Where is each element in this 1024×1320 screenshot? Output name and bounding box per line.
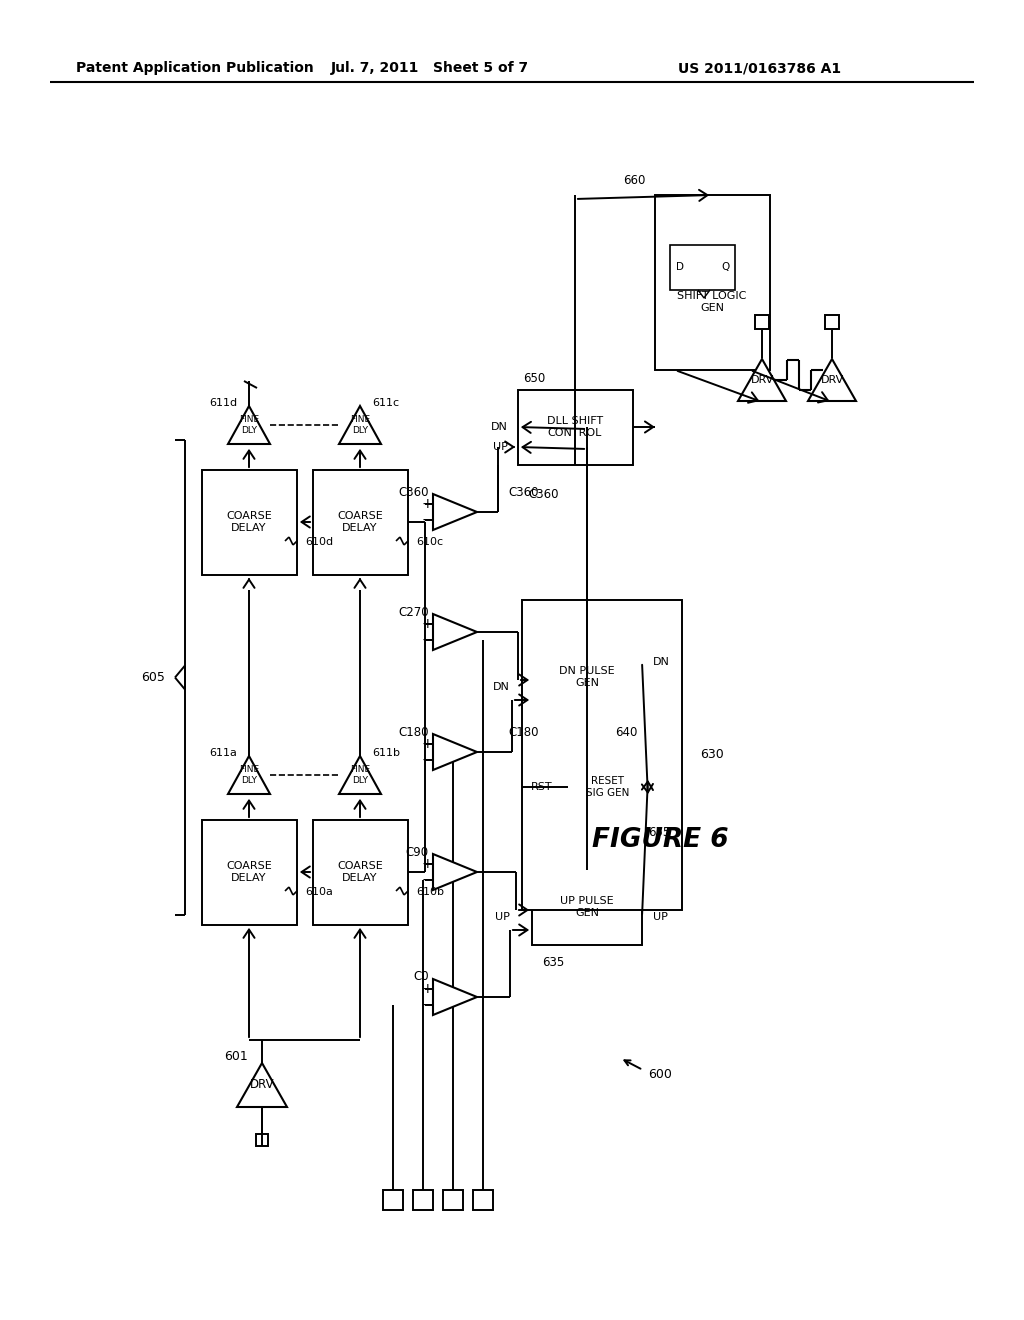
Polygon shape bbox=[237, 1063, 287, 1107]
Text: 655: 655 bbox=[648, 826, 670, 840]
Text: 610a: 610a bbox=[305, 887, 333, 898]
Text: 610b: 610b bbox=[416, 887, 444, 898]
Text: +: + bbox=[421, 498, 433, 511]
Polygon shape bbox=[433, 854, 477, 890]
Text: COARSE
DELAY: COARSE DELAY bbox=[337, 861, 383, 883]
Text: RST: RST bbox=[531, 781, 553, 792]
Bar bbox=[383, 1191, 403, 1210]
Text: +: + bbox=[421, 616, 433, 631]
Text: DN: DN bbox=[494, 682, 510, 692]
Polygon shape bbox=[808, 359, 856, 401]
Text: FIGURE 6: FIGURE 6 bbox=[592, 828, 728, 853]
Text: UP PULSE
GEN: UP PULSE GEN bbox=[560, 896, 613, 917]
Text: C360: C360 bbox=[398, 486, 429, 499]
Text: FINE
DLY: FINE DLY bbox=[350, 766, 370, 784]
Bar bbox=[825, 315, 839, 329]
Bar bbox=[313, 820, 408, 925]
Bar bbox=[532, 870, 642, 945]
Text: 610d: 610d bbox=[305, 537, 333, 546]
Text: C360: C360 bbox=[528, 487, 558, 500]
Bar bbox=[518, 389, 633, 465]
Text: 611a: 611a bbox=[209, 748, 237, 758]
Text: DLL SHIFT
CONTROL: DLL SHIFT CONTROL bbox=[547, 416, 603, 438]
Text: 630: 630 bbox=[700, 748, 724, 762]
Text: C90: C90 bbox=[406, 846, 429, 858]
Bar bbox=[256, 1134, 268, 1146]
Text: UP: UP bbox=[653, 912, 668, 921]
Text: DRV: DRV bbox=[250, 1078, 274, 1092]
Text: −: − bbox=[421, 513, 433, 527]
Polygon shape bbox=[228, 756, 270, 795]
Bar bbox=[443, 1191, 463, 1210]
Text: COARSE
DELAY: COARSE DELAY bbox=[226, 861, 272, 883]
Text: FINE
DLY: FINE DLY bbox=[350, 416, 370, 434]
Text: DN: DN bbox=[653, 657, 670, 667]
Text: DRV: DRV bbox=[751, 375, 773, 385]
Text: 611b: 611b bbox=[372, 748, 400, 758]
Text: DRV: DRV bbox=[820, 375, 844, 385]
Text: Jul. 7, 2011   Sheet 5 of 7: Jul. 7, 2011 Sheet 5 of 7 bbox=[331, 61, 529, 75]
Text: DN: DN bbox=[492, 422, 508, 432]
Text: US 2011/0163786 A1: US 2011/0163786 A1 bbox=[679, 61, 842, 75]
Polygon shape bbox=[738, 359, 786, 401]
Text: D: D bbox=[676, 261, 684, 272]
Bar bbox=[313, 470, 408, 576]
Bar bbox=[568, 760, 648, 814]
Text: UP: UP bbox=[494, 442, 508, 451]
Text: +: + bbox=[421, 857, 433, 871]
Bar bbox=[670, 246, 735, 290]
Polygon shape bbox=[228, 407, 270, 444]
Text: 600: 600 bbox=[648, 1068, 672, 1081]
Text: 640: 640 bbox=[614, 726, 637, 739]
Polygon shape bbox=[339, 407, 381, 444]
Bar bbox=[655, 195, 770, 370]
Text: +: + bbox=[421, 982, 433, 997]
Bar bbox=[532, 640, 642, 715]
Polygon shape bbox=[339, 756, 381, 795]
Text: 605: 605 bbox=[141, 671, 165, 684]
Text: 660: 660 bbox=[623, 173, 645, 186]
Text: COARSE
DELAY: COARSE DELAY bbox=[337, 511, 383, 533]
Text: −: − bbox=[421, 634, 433, 647]
Text: 635: 635 bbox=[542, 957, 564, 969]
Text: COARSE
DELAY: COARSE DELAY bbox=[226, 511, 272, 533]
Bar bbox=[202, 820, 297, 925]
Text: C180: C180 bbox=[398, 726, 429, 738]
Text: Q: Q bbox=[721, 261, 729, 272]
Text: −: − bbox=[421, 752, 433, 767]
Bar bbox=[522, 601, 682, 909]
Polygon shape bbox=[433, 614, 477, 649]
Bar bbox=[473, 1191, 493, 1210]
Text: DN PULSE
GEN: DN PULSE GEN bbox=[559, 667, 614, 688]
Text: C270: C270 bbox=[398, 606, 429, 619]
Text: C180: C180 bbox=[508, 726, 539, 738]
Text: C360: C360 bbox=[508, 486, 539, 499]
Text: FINE
DLY: FINE DLY bbox=[239, 416, 259, 434]
Text: −: − bbox=[421, 998, 433, 1012]
Text: 611c: 611c bbox=[373, 399, 399, 408]
Text: UP: UP bbox=[496, 912, 510, 921]
Polygon shape bbox=[433, 979, 477, 1015]
Polygon shape bbox=[433, 494, 477, 531]
Text: +: + bbox=[421, 737, 433, 751]
Bar bbox=[202, 470, 297, 576]
Text: RESET
SIG GEN: RESET SIG GEN bbox=[587, 776, 630, 797]
Text: 610c: 610c bbox=[416, 537, 443, 546]
Text: 611d: 611d bbox=[209, 399, 238, 408]
Bar bbox=[755, 315, 769, 329]
Text: 601: 601 bbox=[224, 1051, 248, 1064]
Text: FINE
DLY: FINE DLY bbox=[239, 766, 259, 784]
Text: C0: C0 bbox=[414, 970, 429, 983]
Text: 650: 650 bbox=[523, 371, 545, 384]
Text: SHIFT LOGIC
GEN: SHIFT LOGIC GEN bbox=[677, 292, 746, 313]
Text: Patent Application Publication: Patent Application Publication bbox=[76, 61, 314, 75]
Text: −: − bbox=[421, 873, 433, 887]
Bar bbox=[413, 1191, 433, 1210]
Polygon shape bbox=[433, 734, 477, 770]
